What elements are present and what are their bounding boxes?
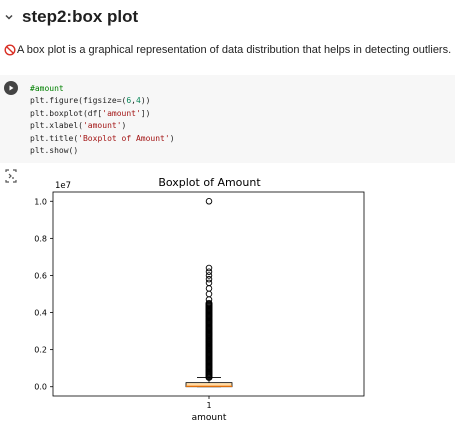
y-tick-label: 0.0: [34, 383, 47, 392]
chart-title: Boxplot of Amount: [158, 176, 261, 189]
y-multiplier-label: 1e7: [55, 181, 71, 191]
code-line: plt.xlabel('amount'): [30, 121, 127, 131]
code-line: #amount: [30, 84, 64, 93]
code-line: plt.title('Boxplot of Amount'): [30, 133, 175, 143]
outlier-point: [205, 198, 213, 205]
plot-area: [52, 191, 365, 397]
section-heading: step2:box plot: [0, 4, 138, 30]
play-icon: [9, 85, 14, 91]
output-actions-icon[interactable]: [3, 168, 19, 184]
code-line: plt.figure(figsize=(6,4)): [30, 96, 151, 106]
outlier-point: [205, 264, 213, 272]
prohibited-icon: [4, 44, 16, 56]
y-tick-label: 0.6: [34, 271, 47, 280]
boxplot-figure: Boxplot of Amount 1e7 0.0 0.2 0.4 0.6 0.8 1.0 1 a…: [34, 176, 365, 423]
y-tick-label: 0.2: [34, 346, 47, 355]
outlier-point: [205, 299, 213, 307]
x-axis-label: amount: [192, 413, 227, 423]
code-editor[interactable]: #amount plt.figure(figsize=(6,4)) plt.boxp…: [30, 83, 175, 157]
outlier-point: [205, 272, 213, 279]
outlier-point: [205, 285, 213, 292]
markdown-cell: A box plot is a graphical representation…: [4, 44, 451, 56]
run-cell-button[interactable]: [4, 81, 18, 95]
code-line: plt.show(): [30, 146, 79, 156]
section-title: step2:box plot: [22, 7, 139, 26]
outlier-point: [205, 268, 213, 275]
outlier-point: [205, 275, 213, 283]
code-line: plt.boxplot(df['amount']): [30, 108, 151, 118]
x-tick-label: 1: [206, 401, 211, 410]
y-tick-label: 0.4: [34, 309, 47, 318]
collapse-chevron-icon[interactable]: [0, 8, 18, 26]
y-tick-label: 0.8: [34, 234, 47, 243]
code-cell[interactable]: #amount plt.figure(figsize=(6,4)) plt.boxp…: [0, 75, 455, 163]
outlier-point: [205, 279, 213, 287]
markdown-text: A box plot is a graphical representation…: [17, 44, 452, 56]
outlier-point: [205, 290, 213, 298]
y-tick-label: 1.0: [34, 197, 47, 206]
